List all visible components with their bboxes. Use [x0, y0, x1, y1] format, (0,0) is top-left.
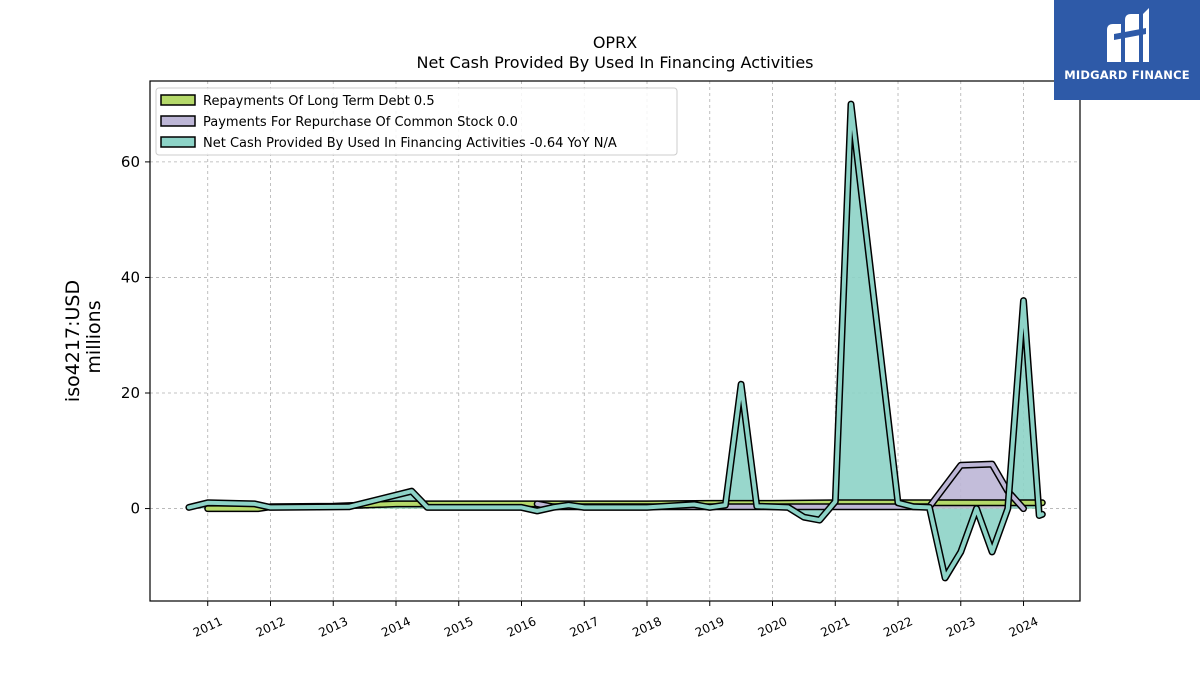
brand-name: MIDGARD FINANCE: [1064, 68, 1190, 82]
x-tick-label: 2014: [379, 614, 413, 640]
x-tick-label: 2022: [881, 614, 915, 640]
x-tick-label: 2019: [693, 614, 727, 640]
x-tick-label: 2016: [505, 614, 539, 640]
legend-swatch: [160, 94, 196, 106]
y-tick-label: 60: [121, 153, 140, 171]
series-lines: [185, 100, 1046, 582]
plot-frame: [149, 80, 1081, 602]
x-tick-label: 2012: [254, 614, 288, 640]
y-axis: 0 20 40 60: [121, 153, 150, 518]
legend-label: Repayments Of Long Term Debt 0.5: [203, 94, 435, 109]
chart-title: OPRX: [593, 33, 637, 52]
x-tick-label: 2015: [442, 614, 476, 640]
chart-subtitle: Net Cash Provided By Used In Financing A…: [416, 53, 813, 72]
x-axis: 2011 2012 2013 2014 2015 2016 2017 2018 2019 2020…: [191, 601, 1040, 640]
y-axis-label-units: millions: [83, 300, 105, 373]
legend-swatch: [160, 115, 196, 127]
brand-mark-icon: [1107, 8, 1149, 62]
legend-box: [155, 87, 678, 156]
x-tick-label: 2023: [944, 614, 978, 640]
x-tick-label: 2018: [630, 614, 664, 640]
legend-label: Net Cash Provided By Used In Financing A…: [203, 136, 617, 151]
x-tick-label: 2024: [1007, 614, 1041, 640]
legend-swatch: [160, 136, 196, 148]
y-tick-label: 0: [130, 500, 140, 518]
x-tick-label: 2021: [818, 614, 852, 640]
legend: Repayments Of Long Term Debt 0.5 Payments…: [155, 87, 678, 156]
y-tick-label: 20: [121, 384, 140, 402]
y-axis-label: iso4217:USD: [62, 280, 84, 402]
series-line-2: [186, 102, 1045, 580]
y-tick-label: 40: [121, 268, 140, 286]
brand-logo: MIDGARD FINANCE: [1054, 0, 1200, 100]
x-tick-label: 2020: [756, 614, 790, 640]
x-tick-label: 2013: [316, 614, 350, 640]
x-tick-label: 2017: [567, 614, 601, 640]
legend-label: Payments For Repurchase Of Common Stock …: [203, 115, 518, 130]
series-area-2: [188, 104, 1043, 578]
x-tick-label: 2011: [191, 614, 225, 640]
